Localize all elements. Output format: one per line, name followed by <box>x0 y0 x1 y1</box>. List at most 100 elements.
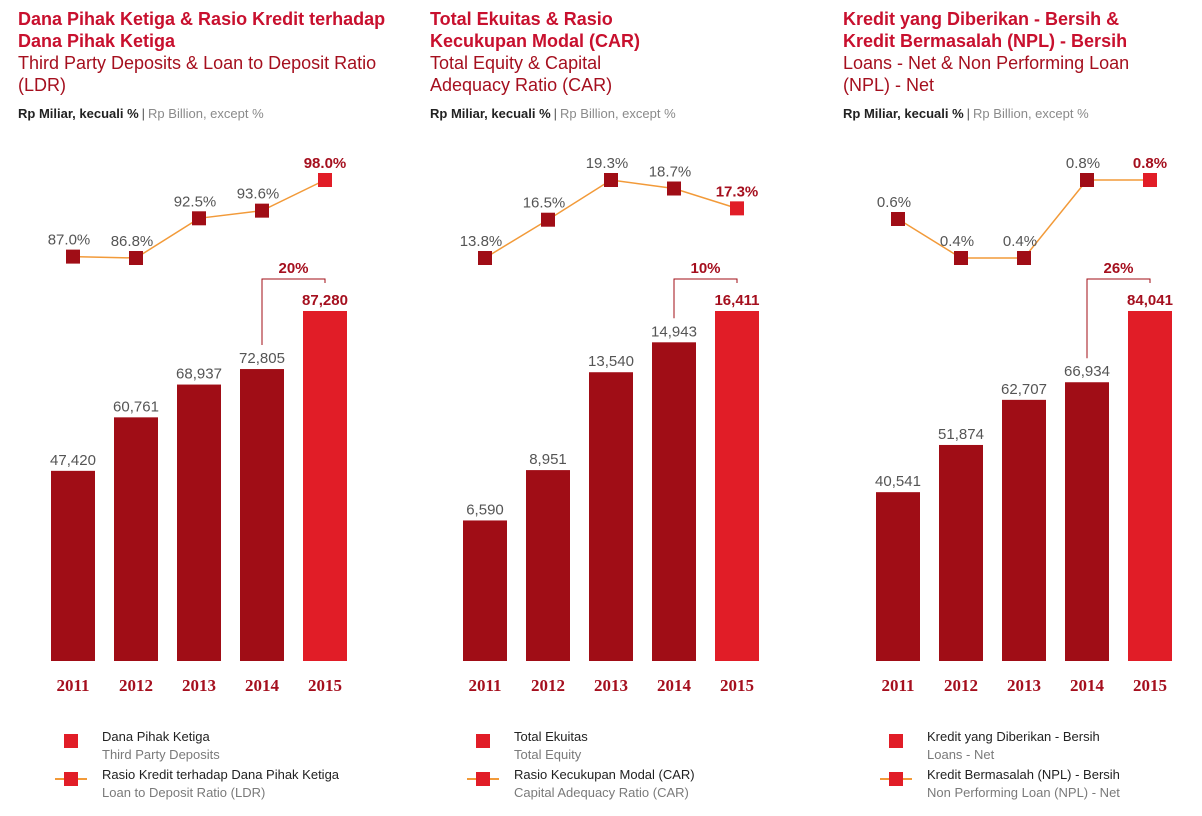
legend-label-id: Kredit Bermasalah (NPL) - Bersih <box>927 767 1120 782</box>
panel-title-id: Dana Pihak Ketiga & Rasio Kredit terhada… <box>18 9 386 51</box>
x-tick-label: 2012 <box>944 676 978 695</box>
unit-en: Rp Billion, except % <box>560 106 676 121</box>
ratio-point <box>541 212 555 227</box>
bar-value-label: 84,041 <box>1127 292 1173 309</box>
legend-label-en: Third Party Deposits <box>102 747 220 762</box>
unit-en: Rp Billion, except % <box>148 106 264 121</box>
unit-caption: Rp Miliar, kecuali % | Rp Billion, except … <box>18 106 264 121</box>
bar-value-label: 16,411 <box>714 292 759 309</box>
ratio-point <box>1017 251 1031 265</box>
ratio-point <box>129 251 143 265</box>
legend-label-id: Rasio Kecukupan Modal (CAR) <box>514 767 695 782</box>
legend-square-icon <box>64 734 78 748</box>
ratio-point <box>318 173 332 187</box>
panel-title-id: Kredit yang Diberikan - Bersih & Kredit … <box>843 9 1128 51</box>
unit-id: Rp Miliar, kecuali % <box>430 106 551 121</box>
bar <box>652 342 696 661</box>
legend-label-en: Non Performing Loan (NPL) - Net <box>927 785 1120 800</box>
bar-value-label: 72,805 <box>239 350 285 367</box>
panel-title: Total Ekuitas & Rasio Kecukupan Modal (C… <box>430 8 820 96</box>
panel-title-en: Total Equity & Capital Adequacy Ratio (C… <box>430 53 613 95</box>
legend-label-en: Total Equity <box>514 747 582 762</box>
ratio-label: 19.3% <box>586 155 629 172</box>
bar-line-chart: 47,420 2011 60,761 2012 68,937 2013 72,805 2014… <box>48 155 348 695</box>
panel-title: Kredit yang Diberikan - Bersih & Kredit … <box>843 8 1202 96</box>
unit-separator: | <box>141 106 146 121</box>
bar-line-chart: 6,590 2011 8,951 2012 13,540 2013 14,943 2014 16… <box>460 155 760 695</box>
growth-label: 20% <box>278 260 308 277</box>
chart-panel-ldr: Dana Pihak Ketiga & Rasio Kredit terhada… <box>18 0 408 816</box>
legend-label-en: Loans - Net <box>927 747 995 762</box>
unit-caption: Rp Miliar, kecuali % | Rp Billion, except … <box>843 106 1089 121</box>
legend-square-icon <box>476 734 490 748</box>
x-tick-label: 2015 <box>308 676 342 695</box>
x-tick-label: 2015 <box>720 676 754 695</box>
legend-label-id: Dana Pihak Ketiga <box>102 729 210 744</box>
legend-label-en: Capital Adequacy Ratio (CAR) <box>514 785 689 800</box>
ratio-label: 0.8% <box>1133 155 1167 172</box>
bar <box>114 417 158 661</box>
ratio-point <box>891 212 905 226</box>
ratio-point <box>730 201 744 216</box>
ratio-point <box>255 203 269 218</box>
bar <box>1002 399 1046 661</box>
panel-title-en: Loans - Net & Non Performing Loan (NPL) … <box>843 53 1130 95</box>
ratio-label: 98.0% <box>304 155 347 172</box>
legend-square-icon <box>889 772 903 786</box>
growth-bracket <box>261 278 326 346</box>
x-tick-label: 2013 <box>594 676 628 695</box>
bar <box>939 444 983 661</box>
ratio-line <box>484 179 738 259</box>
panel-title: Dana Pihak Ketiga & Rasio Kredit terhada… <box>18 8 408 96</box>
bar-value-label: 13,540 <box>588 353 634 370</box>
ratio-point <box>192 211 206 226</box>
chart-panel-car: Total Ekuitas & Rasio Kecukupan Modal (C… <box>430 0 820 816</box>
x-tick-label: 2011 <box>881 676 914 695</box>
bar-value-label: 40,541 <box>875 473 921 490</box>
x-tick-label: 2012 <box>531 676 565 695</box>
legend-square-icon <box>64 772 78 786</box>
bar <box>876 492 920 661</box>
unit-caption: Rp Miliar, kecuali % | Rp Billion, except … <box>430 106 676 121</box>
bar <box>240 369 284 661</box>
legend-square-icon <box>889 734 903 748</box>
ratio-label: 13.8% <box>460 233 503 250</box>
bar <box>463 520 507 661</box>
ratio-label: 87.0% <box>48 232 91 249</box>
bar <box>1128 311 1172 661</box>
ratio-point <box>604 173 618 187</box>
ratio-point <box>667 181 681 196</box>
bar-value-label: 60,761 <box>113 398 159 415</box>
ratio-label: 0.6% <box>877 194 911 211</box>
unit-separator: | <box>966 106 971 121</box>
legend-label-en: Loan to Deposit Ratio (LDR) <box>102 785 266 800</box>
unit-id: Rp Miliar, kecuali % <box>843 106 964 121</box>
legend-square-icon <box>476 772 490 786</box>
bar <box>715 311 759 661</box>
panel-title-en: Third Party Deposits & Loan to Deposit R… <box>18 53 377 95</box>
legend: Total Ekuitas Total Equity Rasio Kecukup… <box>430 728 820 804</box>
legend-item-bar: Dana Pihak Ketiga Third Party Deposits <box>18 728 408 766</box>
legend-item-line: Rasio Kredit terhadap Dana Pihak Ketiga … <box>18 766 408 804</box>
unit-separator: | <box>553 106 558 121</box>
legend-item-bar: Total Ekuitas Total Equity <box>430 728 820 766</box>
growth-label: 26% <box>1103 260 1133 277</box>
bar <box>589 372 633 661</box>
chart-panel-npl: Kredit yang Diberikan - Bersih & Kredit … <box>843 0 1202 816</box>
growth-bracket <box>1086 278 1151 359</box>
legend: Dana Pihak Ketiga Third Party Deposits R… <box>18 728 408 804</box>
legend-label-id: Kredit yang Diberikan - Bersih <box>927 729 1100 744</box>
legend-item-line: Rasio Kecukupan Modal (CAR) Capital Adeq… <box>430 766 820 804</box>
ratio-label: 86.8% <box>111 233 154 250</box>
legend-item-bar: Kredit yang Diberikan - Bersih Loans - N… <box>843 728 1202 766</box>
bar-value-label: 66,934 <box>1064 363 1110 380</box>
legend-label-id: Rasio Kredit terhadap Dana Pihak Ketiga <box>102 767 340 782</box>
bar-value-label: 14,943 <box>651 323 697 340</box>
x-tick-label: 2015 <box>1133 676 1167 695</box>
ratio-label: 16.5% <box>523 195 566 212</box>
ratio-point <box>954 251 968 265</box>
bar-value-label: 8,951 <box>529 451 567 468</box>
bar-value-label: 68,937 <box>176 366 222 383</box>
bar-value-label: 87,280 <box>302 292 348 309</box>
ratio-point <box>478 251 492 265</box>
